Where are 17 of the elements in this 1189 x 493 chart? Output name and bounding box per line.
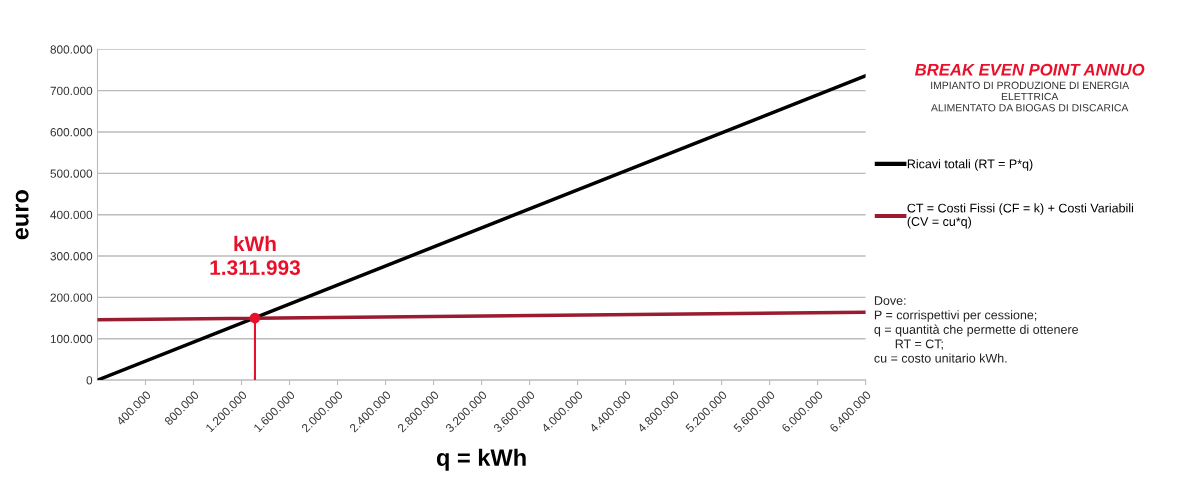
y-tick-label: 100.000 [50, 334, 93, 344]
y-tick-label: 300.000 [50, 252, 93, 261]
x-axis-title: q = kWh [436, 448, 526, 471]
text: BREAK EVEN POINT ANNUO [914, 63, 1145, 76]
y-tick-label: 400.000 [50, 210, 93, 220]
annotation: kWh 1.311.993 [210, 235, 300, 276]
y-tick-label: 0 [86, 376, 93, 385]
y-tick-label: 200.000 [50, 293, 93, 302]
y-tick-label: 800.000 [50, 45, 93, 54]
legend-label: Ricavi totali (RT = P*q) [907, 159, 1033, 171]
text: IMPIANTO DI PRODUZIONE DI ENERGIA ELETTRICA ALIMENTATO DA BIOGAS DI DISCARICA [931, 81, 1130, 112]
text: Dove: P = corrispettivi per cessione; q = quantità che permette di ottenere RT = CT; cu = costo unitario kWh. [874, 296, 1079, 363]
y-tick-label: 500.000 [50, 169, 93, 178]
y-tick-label: 700.000 [50, 86, 93, 96]
y-axis-title: euro [15, 190, 29, 240]
y-tick-label: 600.000 [50, 128, 93, 137]
legend-label: CT = Costi Fissi (CF = k) + Costi Variabili (CV = cu*q) [907, 203, 1134, 229]
